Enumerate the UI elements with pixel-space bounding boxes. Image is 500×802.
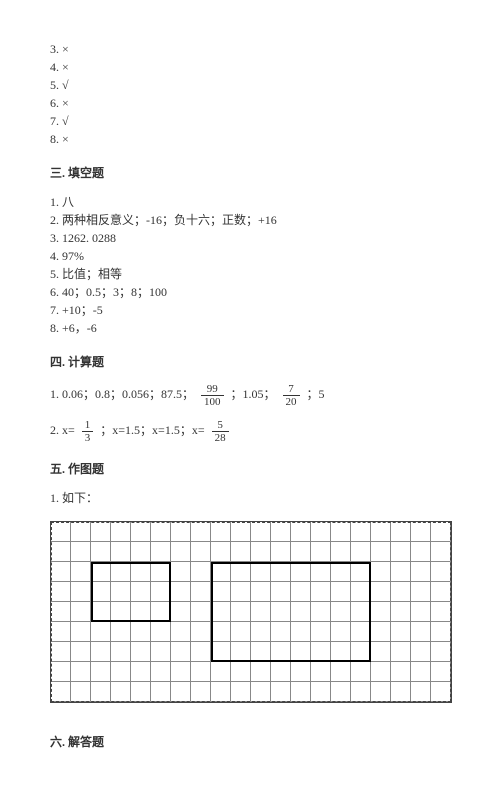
drawing-grid [50, 521, 452, 703]
drawing-item: 1. 如下： [50, 489, 450, 507]
calc-text: ；5 [307, 387, 325, 401]
fraction: 1 3 [82, 419, 94, 444]
fill-item: 7. +10；-5 [50, 301, 450, 319]
fill-item: 1. 八 [50, 193, 450, 211]
calc-text: 2. x= [50, 423, 75, 437]
calc-text: ；1.05； [231, 387, 276, 401]
tf-item: 5. √ [50, 76, 450, 94]
section5-title: 五. 作图题 [50, 460, 450, 479]
tf-item: 7. √ [50, 112, 450, 130]
rectangle-1 [91, 562, 171, 622]
tf-item: 4. × [50, 58, 450, 76]
fill-item: 4. 97% [50, 247, 450, 265]
calc-line-2: 2. x= 1 3 ；x=1.5；x=1.5；x= 5 28 [50, 418, 450, 444]
fill-item: 2. 两种相反意义；-16；负十六；正数；+16 [50, 211, 450, 229]
section3-title: 三. 填空题 [50, 164, 450, 183]
fraction: 7 20 [283, 383, 300, 408]
fraction: 5 28 [212, 419, 229, 444]
fill-item: 8. +6，-6 [50, 319, 450, 337]
tf-item: 3. × [50, 40, 450, 58]
calc-text: 1. 0.06；0.8；0.056；87.5； [50, 387, 194, 401]
tf-item: 6. × [50, 94, 450, 112]
fill-item: 5. 比值；相等 [50, 265, 450, 283]
fraction: 99 100 [201, 383, 224, 408]
rectangle-2 [211, 562, 371, 662]
fill-answer-list: 1. 八 2. 两种相反意义；-16；负十六；正数；+16 3. 1262. 0… [50, 193, 450, 337]
calc-text: ；x=1.5；x=1.5；x= [100, 423, 204, 437]
section4-title: 四. 计算题 [50, 353, 450, 372]
fill-item: 6. 40；0.5；3；8；100 [50, 283, 450, 301]
fill-item: 3. 1262. 0288 [50, 229, 450, 247]
section6-title: 六. 解答题 [50, 733, 450, 752]
tf-item: 8. × [50, 130, 450, 148]
tf-answer-list: 3. × 4. × 5. √ 6. × 7. √ 8. × [50, 40, 450, 148]
calc-line-1: 1. 0.06；0.8；0.056；87.5； 99 100 ；1.05； 7 … [50, 382, 450, 408]
